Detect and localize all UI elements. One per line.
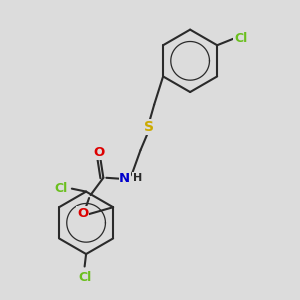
Text: S: S <box>144 120 154 134</box>
Text: O: O <box>94 146 105 159</box>
Text: Cl: Cl <box>234 32 248 45</box>
Text: N: N <box>119 172 130 185</box>
Text: O: O <box>77 207 88 220</box>
Text: Cl: Cl <box>54 182 68 195</box>
Text: Cl: Cl <box>78 271 91 284</box>
Text: H: H <box>133 173 142 183</box>
